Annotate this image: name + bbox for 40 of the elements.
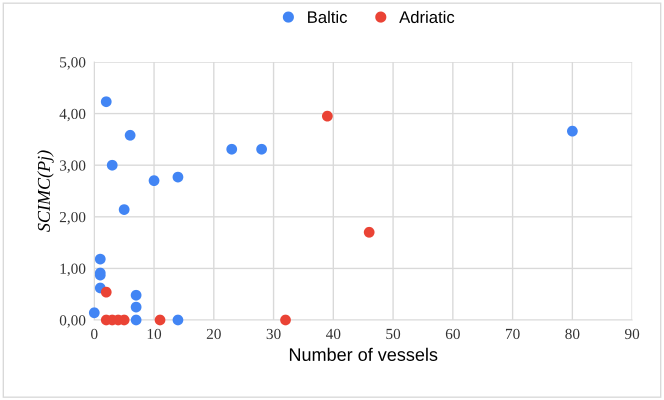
legend-label: Baltic — [308, 10, 348, 24]
point — [118, 204, 130, 215]
point — [106, 160, 118, 171]
point — [280, 314, 291, 326]
legend-label: Adriatic — [399, 10, 454, 24]
y-tick-label: 3,00 — [60, 160, 86, 173]
x-tick-label: 0 — [91, 328, 98, 340]
x-tick-label: 90 — [624, 328, 640, 340]
point — [256, 144, 267, 155]
y-tick-label: 4,00 — [60, 108, 86, 122]
point — [364, 226, 375, 238]
point — [322, 110, 333, 122]
point — [130, 314, 142, 326]
point — [124, 130, 136, 141]
y-tick-label: 1,00 — [60, 264, 86, 276]
x-tick-label: 60 — [446, 328, 460, 340]
point — [94, 254, 106, 264]
y-tick-label: 2,00 — [60, 212, 86, 224]
y-axis-title: SCIMC(Pj) — [37, 150, 54, 232]
point — [100, 96, 112, 108]
point — [100, 286, 112, 298]
point — [130, 290, 142, 301]
point — [172, 172, 184, 182]
point — [226, 144, 238, 155]
point — [172, 314, 184, 326]
x-axis-title: Number of vessels — [290, 348, 438, 362]
x-tick-label: 40 — [326, 328, 340, 340]
point — [130, 302, 142, 312]
x-tick-label: 10 — [148, 328, 162, 340]
point — [566, 126, 578, 137]
x-tick-label: 80 — [565, 328, 580, 340]
y-tick-label: 5,00 — [60, 57, 86, 70]
y-tick-label: 0,00 — [60, 315, 86, 328]
point — [154, 314, 166, 326]
x-tick-label: 20 — [206, 328, 221, 340]
x-tick-label: 30 — [266, 328, 281, 340]
x-tick-label: 70 — [506, 328, 520, 340]
point — [88, 307, 100, 318]
point — [148, 175, 160, 186]
x-tick-label: 50 — [386, 328, 400, 340]
